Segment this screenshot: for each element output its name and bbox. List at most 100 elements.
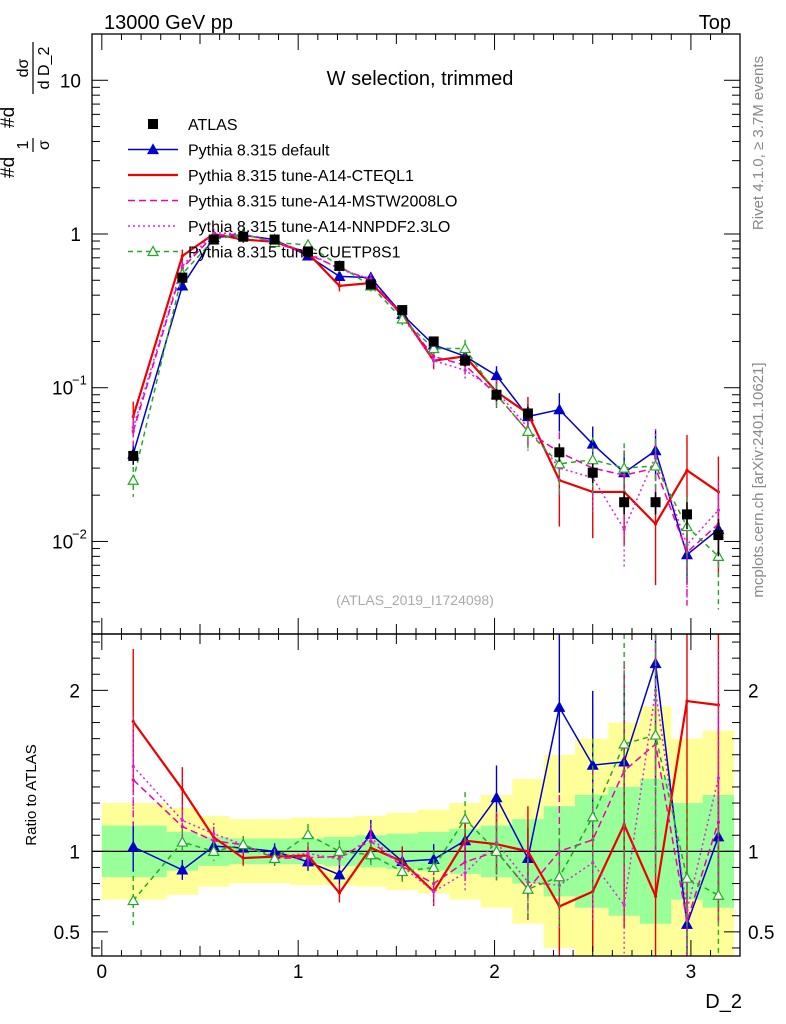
ratio-marker-cteql1: [591, 890, 595, 894]
atlas-point: [491, 389, 502, 400]
header-energy-label: 13000 GeV pp: [104, 12, 233, 34]
ratio-marker-mstw: [306, 856, 310, 860]
legend-label-atlas: ATLAS: [188, 117, 238, 134]
series-marker-cuetp8s1: [553, 457, 566, 469]
y-axis-label-ratio: Ratio to ATLAS: [23, 744, 40, 845]
ratio-marker-mstw: [463, 860, 467, 864]
ylabel-num1: 1: [15, 140, 32, 149]
atlas-point: [650, 497, 661, 508]
ylabel-p2: #d: [0, 107, 19, 128]
series-marker-nnpdf: [180, 264, 184, 268]
atlas-point: [208, 234, 219, 245]
series-marker-nnpdf: [716, 508, 721, 512]
legend-label-nnpdf: Pythia 8.315 tune-A14-NNPDF2.3LO: [188, 219, 450, 236]
ratio-marker-cuetp8s1: [427, 861, 440, 873]
atlas-point: [238, 231, 249, 242]
ratio-marker-nnpdf: [526, 880, 530, 884]
x-tick-label: 3: [686, 962, 697, 983]
y-tick-label-main: 10: [52, 379, 73, 400]
atlas-point: [460, 355, 471, 366]
ratio-marker-cuetp8s1: [553, 870, 566, 882]
ratio-marker-cuetp8s1: [207, 845, 220, 856]
y-tick-label-ratio-right: 1: [748, 842, 759, 863]
series-marker-default: [553, 403, 566, 415]
legend-label-default: Pythia 8.315 default: [188, 143, 330, 160]
ratio-marker-cuetp8s1: [618, 737, 631, 749]
ratio-marker-nnpdf: [131, 764, 135, 768]
series-marker-nnpdf: [463, 368, 467, 372]
atlas-point: [334, 260, 345, 271]
x-tick-label: 2: [489, 962, 500, 983]
series-marker-cuetp8s1: [427, 342, 440, 354]
legend-marker-default: [146, 143, 160, 155]
ratio-marker-nnpdf: [369, 836, 373, 840]
series-marker-cuetp8s1: [618, 461, 631, 473]
ratio-marker-cteql1: [685, 699, 689, 703]
atlas-point: [681, 509, 692, 520]
y-tick-label-ratio: 0.5: [54, 923, 80, 944]
ratio-marker-default: [127, 840, 140, 852]
ratio-marker-default: [553, 701, 566, 712]
ratio-marker-nnpdf: [432, 890, 436, 894]
atlas-point: [587, 467, 598, 478]
ratio-marker-cuetp8s1: [301, 828, 315, 840]
ratio-marker-cuetp8s1: [712, 889, 725, 900]
y-tick-label-ratio: 2: [69, 681, 80, 702]
x-axis-label: D_2: [705, 991, 742, 1013]
series-marker-cteql1: [653, 522, 658, 526]
ratio-marker-mstw: [369, 839, 373, 843]
ylabel-num2: dσ: [15, 58, 32, 77]
series-marker-cteql1: [337, 284, 342, 288]
ratio-marker-nnpdf: [716, 776, 721, 780]
series-marker-cteql1: [685, 468, 689, 472]
ratio-marker-default: [176, 863, 189, 875]
ratio-marker-cteql1: [369, 846, 373, 850]
ylabel-den2: d D_2: [36, 47, 53, 90]
y-axis-label-main: #d 1 σ #d dσ d D_2: [0, 42, 53, 178]
ylabel-den1: σ: [36, 140, 53, 150]
ratio-marker-nnpdf: [463, 871, 467, 875]
series-line-cteql1: [132, 232, 720, 526]
series-line-cuetp8s1: [132, 233, 719, 557]
analysis-label: (ATLAS_2019_I1724098): [336, 592, 494, 608]
y-tick-label-ratio: 1: [69, 842, 80, 863]
rivet-version-label: Rivet 4.1.0, ≥ 3.7M events: [750, 56, 767, 230]
atlas-point: [554, 447, 565, 458]
atlas-point: [397, 305, 408, 316]
legend-marker-atlas: [148, 119, 158, 129]
series-marker-nnpdf: [131, 426, 135, 430]
atlas-point: [619, 497, 630, 508]
atlas-point: [177, 272, 188, 283]
ratio-marker-cuetp8s1: [680, 871, 694, 883]
y-tick-label-exp: −1: [72, 373, 87, 388]
legend-label-mstw: Pythia 8.315 tune-A14-MSTW2008LO: [188, 194, 457, 211]
ratio-marker-nnpdf: [591, 861, 595, 865]
ratio-marker-nnpdf: [212, 832, 216, 836]
header-process-label: Top: [699, 12, 731, 34]
atlas-point: [303, 246, 313, 257]
ratio-marker-cteql1: [337, 891, 342, 895]
atlas-point: [269, 234, 280, 245]
y-tick-label-exp: −2: [72, 526, 87, 541]
ratio-plot-frame: [91, 633, 741, 957]
ratio-marker-default: [333, 868, 346, 880]
series-marker-cuetp8s1: [396, 312, 409, 324]
chart-title: W selection, trimmed: [327, 68, 514, 90]
atlas-point: [128, 450, 139, 461]
main-series-layer: [127, 227, 725, 610]
ylabel-p1: #d: [0, 157, 19, 178]
ratio-marker-cuetp8s1: [176, 835, 189, 847]
ratio-marker-cteql1: [131, 720, 135, 724]
ratio-marker-cuetp8s1: [127, 894, 140, 906]
legend: ATLAS Pythia 8.315 default Pythia 8.315 tu…: [128, 117, 457, 262]
y-tick-label-main: 10: [60, 71, 81, 92]
ratio-marker-cuetp8s1: [333, 845, 346, 856]
y-tick-label-main: 1: [70, 225, 81, 246]
ratio-marker-cuetp8s1: [649, 728, 662, 740]
ratio-marker-cteql1: [653, 894, 658, 898]
ratio-marker-cuetp8s1: [364, 848, 377, 860]
ratio-marker-nnpdf: [306, 851, 310, 856]
ratio-marker-cuetp8s1: [396, 865, 409, 877]
